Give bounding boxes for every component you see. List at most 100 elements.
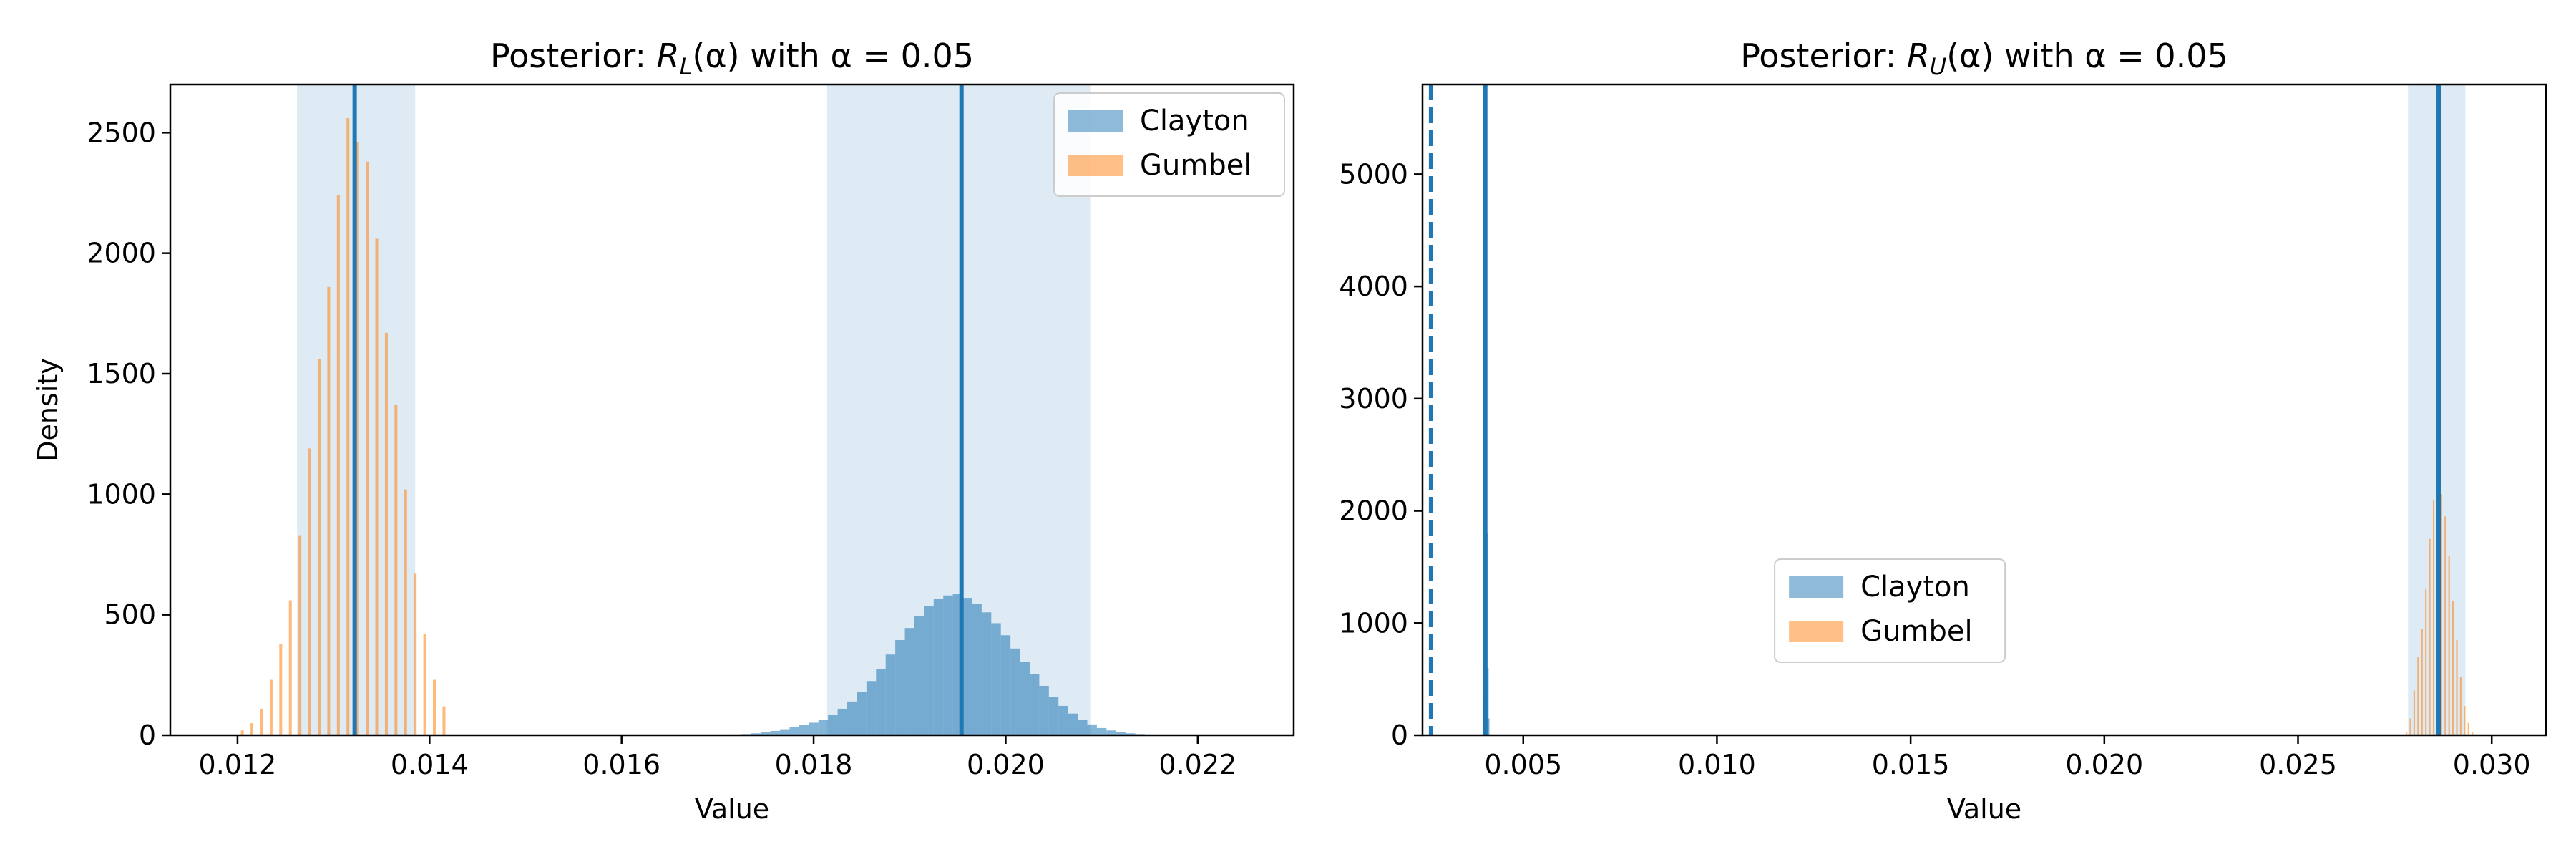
- histogram-bar-clayton: [1126, 733, 1136, 735]
- chart-title: Posterior: RU(α) with α = 0.05: [1740, 37, 2228, 80]
- panel-1: 0.012 0.014 0.016 0.018 0.020 0.022 0 500 1000 15…: [32, 37, 1295, 825]
- x-tick-label: 0.022: [1158, 749, 1236, 780]
- histogram-bar-gumbel: [346, 118, 350, 735]
- y-tick-label: 1000: [1339, 607, 1408, 639]
- histogram-bar-clayton: [866, 681, 877, 735]
- histogram-bar-clayton: [751, 733, 761, 735]
- histogram-bar-gumbel: [394, 405, 398, 735]
- histogram-bar-clayton: [991, 623, 1001, 735]
- histogram-bar-clayton: [1029, 674, 1040, 735]
- histogram-bar-gumbel: [2456, 639, 2458, 735]
- histogram-bar-gumbel: [404, 489, 407, 735]
- chart-title-suffix: (α) with α = 0.05: [1946, 37, 2228, 75]
- x-tick-label: 0.030: [2453, 749, 2531, 780]
- chart-title-prefix: Posterior:: [490, 37, 657, 75]
- histogram-bar-gumbel: [2464, 706, 2466, 735]
- histogram-bar-gumbel: [2448, 556, 2450, 735]
- histogram-bar-gumbel: [298, 535, 302, 735]
- histogram-bar-clayton: [837, 708, 848, 735]
- histogram-bar-gumbel: [2409, 718, 2411, 735]
- legend-swatch-gumbel: [1068, 155, 1123, 176]
- x-tick-label: 0.015: [1872, 749, 1950, 780]
- histogram-bar-clayton: [1068, 713, 1078, 735]
- histogram-bar-gumbel: [2417, 657, 2419, 735]
- histogram-bar-clayton: [799, 725, 809, 735]
- y-tick-label: 500: [104, 599, 156, 631]
- histogram-bar-clayton: [981, 612, 992, 735]
- histogram-bar-gumbel: [2429, 538, 2431, 735]
- histogram-bar-clayton: [789, 727, 799, 735]
- histogram-bar-gumbel: [2413, 690, 2416, 735]
- chart-title-subscript: U: [1930, 53, 1946, 80]
- histogram-bar-gumbel: [2451, 600, 2454, 735]
- histogram-bar-clayton: [1078, 720, 1088, 735]
- legend-swatch-gumbel: [1789, 621, 1844, 642]
- histogram-bar-gumbel: [356, 142, 359, 735]
- histogram-bar-clayton: [1087, 724, 1097, 735]
- histogram-bar-clayton: [876, 669, 886, 735]
- axes-frame: [169, 83, 1295, 737]
- histogram-bar-clayton: [857, 692, 867, 735]
- x-axis-label: Value: [1947, 793, 2021, 825]
- histogram-bar-gumbel: [442, 706, 446, 735]
- histogram-bar-clayton: [1048, 697, 1059, 735]
- histogram-bar-clayton: [1096, 727, 1107, 735]
- legend-label-clayton: Clayton: [1140, 105, 1249, 137]
- x-tick-label: 0.018: [775, 749, 853, 780]
- histogram-bar-gumbel: [240, 730, 244, 735]
- histogram-bar-gumbel: [433, 679, 436, 735]
- histogram-bar-gumbel: [260, 708, 263, 735]
- histogram-bar-gumbel: [2440, 494, 2442, 735]
- legend: Clayton Gumbel: [1053, 92, 1285, 197]
- histogram-bar-gumbel: [279, 644, 283, 735]
- histogram-bar-gumbel: [317, 359, 321, 735]
- plot-area: [240, 84, 1164, 735]
- y-tick-label: 5000: [1339, 158, 1408, 190]
- legend-label-clayton: Clayton: [1860, 571, 1970, 604]
- histogram-bar-clayton: [904, 628, 914, 735]
- series-gumbel: [240, 118, 446, 735]
- axes-frame: [1421, 83, 2547, 737]
- histogram-bar-clayton: [1039, 685, 1049, 735]
- x-tick-label: 0.025: [2259, 749, 2337, 780]
- chart-title-symbol: R: [1907, 37, 1930, 75]
- histogram-bar-clayton: [1000, 635, 1011, 735]
- histogram-bar-clayton: [924, 606, 934, 735]
- histogram-bar-clayton: [1488, 718, 1490, 735]
- histogram-bar-clayton: [770, 730, 781, 735]
- legend-swatch-clayton: [1068, 110, 1123, 132]
- y-axis-label: Density: [32, 358, 64, 461]
- histogram-bar-gumbel: [414, 573, 417, 735]
- series-clayton: [732, 594, 1164, 735]
- y-tick-label: 1500: [87, 358, 156, 389]
- histogram-bar-clayton: [828, 715, 838, 735]
- histogram-bar-gumbel: [2444, 516, 2446, 735]
- histogram-bar-clayton: [761, 732, 771, 735]
- legend-label-gumbel: Gumbel: [1140, 149, 1252, 182]
- y-tick-label: 3000: [1339, 383, 1408, 415]
- histogram-bar-gumbel: [375, 238, 379, 735]
- x-tick-label: 0.005: [1484, 749, 1562, 780]
- y-tick-label: 0: [139, 720, 156, 751]
- histogram-bar-clayton: [943, 595, 953, 735]
- histogram-bar-gumbel: [288, 600, 292, 735]
- x-tick-label: 0.012: [199, 749, 277, 780]
- histogram-bar-clayton: [809, 722, 819, 735]
- histogram-bar-clayton: [1106, 730, 1116, 735]
- legend-swatch-clayton: [1789, 576, 1844, 598]
- plot-area: [1428, 84, 2474, 735]
- histogram-bar-gumbel: [327, 286, 331, 735]
- histogram-bar-clayton: [962, 598, 972, 735]
- y-tick-label: 0: [1391, 720, 1408, 751]
- chart-title-suffix: (α) with α = 0.05: [692, 37, 974, 75]
- histogram-bar-clayton: [818, 720, 829, 735]
- chart-title: Posterior: RL(α) with α = 0.05: [490, 37, 974, 80]
- histogram-bar-gumbel: [336, 195, 340, 735]
- histogram-bar-gumbel: [384, 332, 388, 735]
- histogram-bar-clayton: [933, 599, 944, 735]
- panel-2: 0.005 0.010 0.015 0.020 0.025 0.030 0 1000 2000 3…: [1339, 37, 2547, 825]
- histogram-bar-clayton: [1116, 732, 1126, 735]
- chart-title-prefix: Posterior:: [1740, 37, 1907, 75]
- chart-title-subscript: L: [680, 53, 693, 80]
- y-tick-label: 4000: [1339, 271, 1408, 302]
